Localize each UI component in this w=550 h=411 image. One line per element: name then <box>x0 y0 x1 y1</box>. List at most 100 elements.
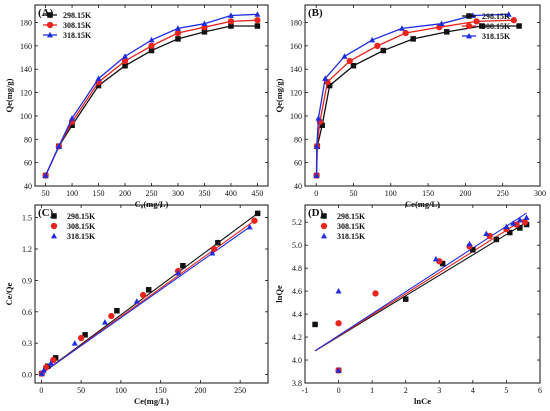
y-tick-label: 40 <box>294 182 302 191</box>
legend-label: 298.15K <box>63 11 92 20</box>
fit-line-318.15K <box>41 226 251 375</box>
series-line <box>315 19 514 176</box>
x-tick-label: 300 <box>172 189 184 198</box>
data-point <box>55 143 62 149</box>
x-tick-label: 50 <box>77 386 85 395</box>
data-point <box>315 115 322 121</box>
data-point <box>516 216 523 223</box>
data-point <box>380 47 387 54</box>
data-point <box>410 36 416 42</box>
chart-panel-4: -1 0 1 2 3 4 5 6 3.8 4.0 4.2 4.4 4.6 4.8 5.0 5.2 lnCe lnQ… <box>274 204 542 406</box>
data-point <box>254 210 261 217</box>
data-point <box>227 12 234 18</box>
data-point <box>209 250 216 256</box>
data-point <box>114 308 120 314</box>
data-point <box>313 172 320 178</box>
y-tick-label: 0.0 <box>22 371 32 380</box>
data-point <box>140 291 147 299</box>
data-point <box>503 223 510 230</box>
panel-label: (D) <box>308 207 324 219</box>
series-298.15K <box>313 23 522 179</box>
y-tick-label: 120 <box>290 89 302 98</box>
data-point <box>77 334 85 342</box>
data-point <box>438 20 445 27</box>
y-tick-label: 0.3 <box>22 339 32 348</box>
data-point <box>201 29 208 35</box>
fit-line-298.15K <box>314 221 527 352</box>
y-tick-label: 0.6 <box>22 308 32 317</box>
legend-label: 298.15K <box>337 212 366 221</box>
data-point <box>523 214 530 220</box>
legend-label: 318.15K <box>337 232 366 241</box>
series-318.15K <box>38 223 253 376</box>
x-tick-label: 1 <box>370 386 374 395</box>
data-point <box>47 359 54 366</box>
series-line <box>44 13 258 176</box>
legend-label: 308.15K <box>337 222 366 231</box>
data-point <box>513 221 520 228</box>
data-point <box>201 20 208 27</box>
x-tick-label: 0 <box>314 189 318 198</box>
x-tick-label: 3 <box>437 386 441 395</box>
x-axis-title: Ce(mg/L) <box>134 396 169 406</box>
x-tick-label: 2 <box>404 386 408 395</box>
chart-panel-2: 0 50 100 150 200 250 300 40 60 80 100 120 140 160 180 C… <box>274 4 546 209</box>
x-tick-label: 250 <box>234 386 246 395</box>
data-point <box>335 320 342 327</box>
data-point <box>432 255 439 262</box>
legend-marker <box>465 22 473 30</box>
plot-frame <box>304 204 541 384</box>
y-tick-label: 100 <box>290 112 302 121</box>
data-point <box>52 355 59 361</box>
x-tick-label: 100 <box>66 189 78 198</box>
data-point <box>341 53 348 59</box>
data-point <box>493 236 500 243</box>
legend-label: 318.15K <box>67 232 96 241</box>
data-point <box>82 332 88 338</box>
data-point <box>439 260 446 267</box>
y-axis-title: lnQe <box>274 285 284 303</box>
data-point <box>145 287 152 293</box>
data-point <box>483 230 490 237</box>
data-point <box>180 262 186 269</box>
y-tick-label: 0.9 <box>22 276 32 285</box>
data-point <box>254 11 261 17</box>
y-tick-label: 60 <box>294 159 302 168</box>
data-point <box>510 220 517 226</box>
data-point <box>69 122 75 129</box>
data-point <box>402 29 409 37</box>
legend-marker <box>46 31 54 38</box>
data-point <box>215 239 221 246</box>
legend-marker <box>320 232 328 239</box>
series-318.15K <box>335 214 530 373</box>
legend-marker <box>465 32 473 39</box>
y-axis-title: Qe(mg/g) <box>274 78 284 112</box>
x-tick-label: 50 <box>349 189 357 198</box>
legend-marker <box>50 232 58 239</box>
data-point <box>71 340 78 346</box>
data-point <box>346 57 353 65</box>
data-point <box>254 23 261 29</box>
y-tick-label: 4.4 <box>292 310 302 319</box>
data-point <box>466 240 473 247</box>
x-tick-label: 450 <box>251 189 263 198</box>
data-point <box>95 82 102 89</box>
fit-line-308.15K <box>314 217 527 352</box>
legend-label: 308.15K <box>482 22 511 31</box>
data-point <box>402 296 409 302</box>
data-point <box>246 223 253 230</box>
y-tick-label: 80 <box>294 135 302 144</box>
data-point <box>398 25 406 31</box>
x-tick-label: 250 <box>497 189 509 198</box>
y-tick-label: 160 <box>20 42 32 51</box>
y-tick-label: 4.2 <box>292 333 302 342</box>
x-tick-label: 400 <box>225 189 237 198</box>
legend-marker <box>321 213 327 219</box>
series-318.15K <box>42 11 261 178</box>
legend-marker <box>320 222 328 230</box>
x-axis-title: lnCe <box>414 396 431 406</box>
data-point <box>148 36 155 43</box>
